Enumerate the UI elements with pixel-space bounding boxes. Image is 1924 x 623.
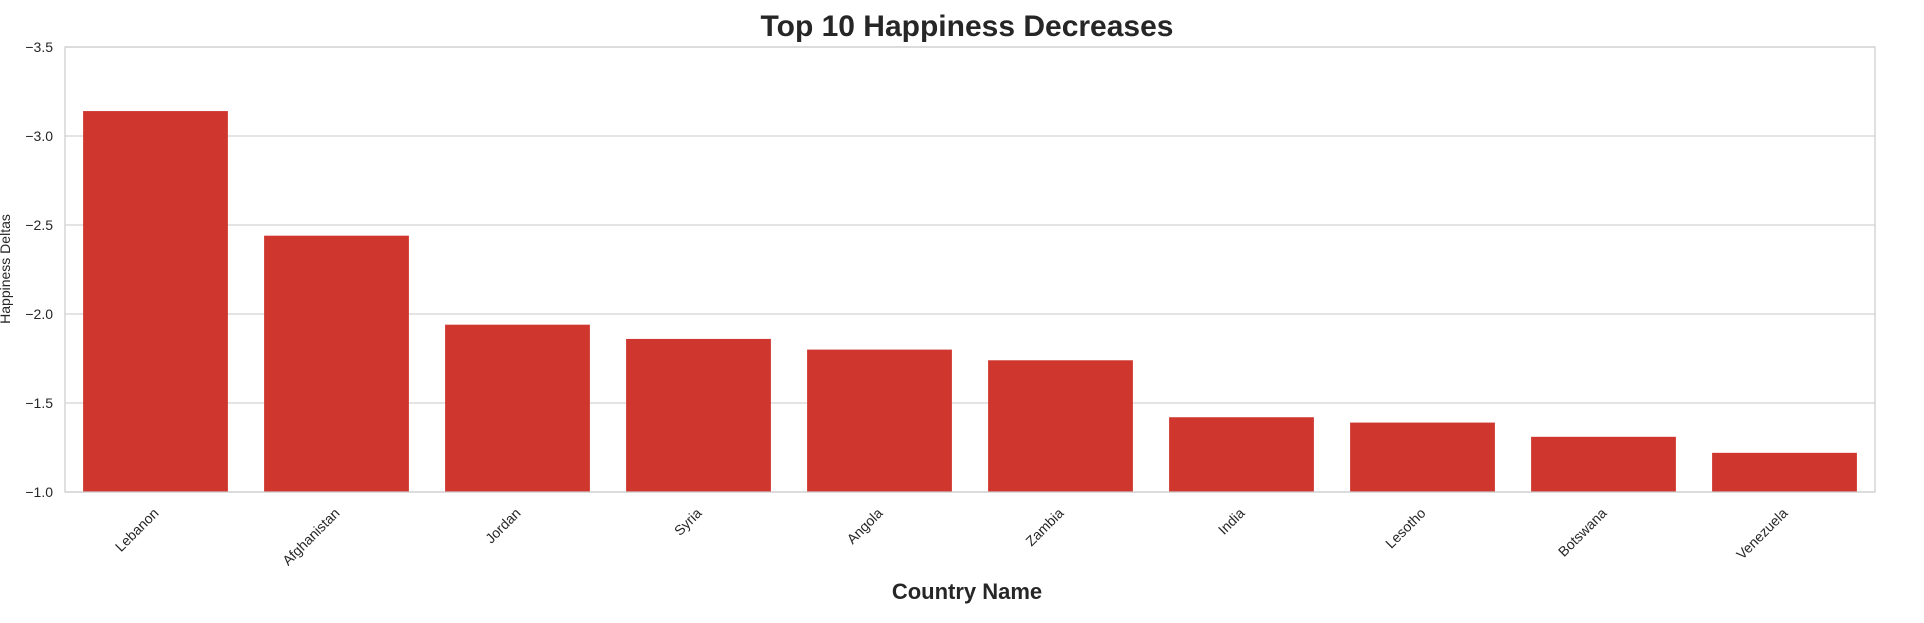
x-axis-label: Country Name	[892, 579, 1042, 604]
y-tick-label: −1.5	[25, 395, 53, 411]
x-tick-label: Afghanistan	[279, 505, 343, 569]
x-tick-label: Syria	[671, 505, 705, 539]
x-tick-label: Venezuela	[1733, 505, 1791, 563]
y-tick-label: −2.5	[25, 217, 53, 233]
bar-lesotho	[1350, 422, 1495, 492]
bar-lebanon	[83, 111, 228, 492]
y-tick-label: −2.0	[25, 306, 53, 322]
x-tick-label: Lebanon	[112, 505, 162, 555]
y-tick-label: −3.0	[25, 128, 53, 144]
bar-jordan	[445, 324, 590, 492]
x-tick-label: Angola	[843, 505, 885, 547]
x-axis-ticks: Lebanon Afghanistan Jordan Syria Angola Zambi…	[112, 505, 1791, 569]
plot-frame	[64, 46, 1876, 493]
x-tick-label: Lesotho	[1382, 505, 1429, 552]
chart-title: Top 10 Happiness Decreases	[761, 10, 1174, 43]
x-tick-label: Zambia	[1022, 505, 1066, 549]
y-axis-ticks: −1.0 −1.5 −2.0 −2.5 −3.0 −3.5	[25, 39, 53, 500]
y-tick-label: −1.0	[25, 484, 53, 500]
bar-zambia	[988, 360, 1133, 492]
y-axis-label: Happiness Deltas	[0, 214, 13, 324]
bar-afghanistan	[264, 235, 409, 492]
bar-venezuela	[1712, 452, 1857, 492]
x-tick-label: Jordan	[482, 505, 524, 547]
bar-india	[1169, 417, 1314, 492]
bar-angola	[807, 349, 952, 492]
x-tick-label: India	[1215, 505, 1248, 538]
bars	[83, 111, 1857, 492]
x-tick-label: Botswana	[1555, 505, 1610, 560]
bar-botswana	[1531, 436, 1676, 492]
y-tick-label: −3.5	[25, 39, 53, 55]
bar-syria	[626, 338, 771, 492]
